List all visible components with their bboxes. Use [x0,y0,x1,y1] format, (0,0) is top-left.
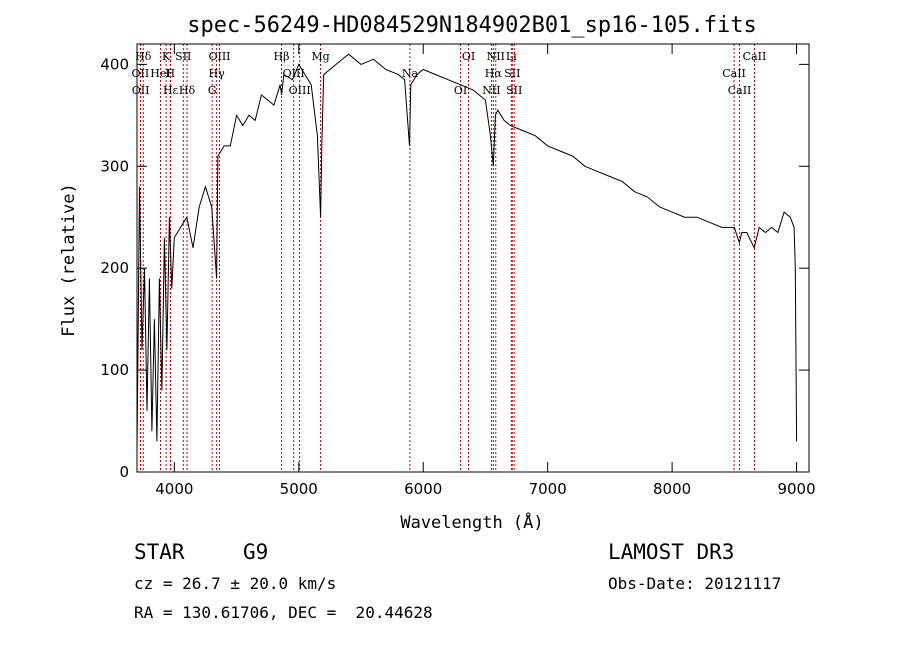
spectral-line-label: Hα [485,67,503,80]
object-type: STAR [134,540,185,564]
spectral-line-label: HeI [150,67,170,80]
coordinates-line: RA = 130.61706, DEC = 20.44628 [134,603,433,622]
spectral-line-label: K [162,50,171,63]
spectral-line-label: OI [462,50,475,63]
survey-name: LAMOST DR3 [608,540,735,564]
y-tick-label: 400 [100,55,129,73]
spectral-line-labels: HδOIIOIIKHeIHεSIIHHδOIIIHγGHβOIIIOIIIMgN… [132,50,767,97]
spectral-line-label: CaII [743,50,767,63]
series-group [136,53,798,452]
spectral-line-label: OI [454,84,467,97]
spectral-line-label: G [208,84,217,97]
object-subclass: G9 [243,540,269,564]
spectral-line-label: SII [506,84,522,97]
x-tick-label: 7000 [529,480,567,498]
spectral-line-label: SII [175,50,191,63]
chart-title: spec-56249-HD084529N184902B01_sp16-105.f… [187,13,757,38]
y-tick-label: 200 [100,259,129,277]
y-tick-label: 0 [119,463,129,481]
x-tick-label: 4000 [155,480,193,498]
spectral-line-label: OIII [289,84,311,97]
x-tick-label: 9000 [777,480,815,498]
x-tick-label: 6000 [404,480,442,498]
x-axis: 4000 5000 6000 7000 8000 9000 [155,44,816,498]
spectral-line-label: Hδ [179,84,196,97]
spectrum-line [136,53,798,452]
obs-date-line: Obs-Date: 20121117 [608,574,782,593]
x-axis-label: Wavelength (Å) [400,511,543,533]
x-tick-label: 5000 [280,480,318,498]
spectral-line-label: NII [482,84,500,97]
spectral-line-label: Hδ [135,50,152,63]
redshift-line: cz = 26.7 ± 20.0 km/s [134,574,337,593]
spectral-line-label: H [166,67,176,80]
spectral-line-label: Na [402,67,419,80]
spectral-line-label: Mg [311,50,329,63]
spectral-line-label: OIII [208,50,230,63]
spectral-line-label: Hβ [274,50,290,63]
spectral-line-label: NII [487,50,505,63]
y-tick-label: 100 [100,361,129,379]
spectral-line-label: OII [132,67,150,80]
x-tick-label: 8000 [653,480,691,498]
spectral-line-label: CaII [728,84,752,97]
spectral-line-markers [139,44,755,472]
spectral-line-label: Li [506,50,517,63]
y-axis-label: Flux (relative) [59,183,79,337]
spectral-line-label: CaII [722,67,746,80]
spectral-line-label: Hγ [209,67,226,80]
plot-frame [136,43,810,473]
spectral-line-label: Hε [163,84,179,97]
y-axis: 0 100 200 300 400 [100,55,809,481]
spectral-line-label: OII [132,84,150,97]
spectral-line-label: SII [504,67,520,80]
y-tick-label: 300 [100,157,129,175]
